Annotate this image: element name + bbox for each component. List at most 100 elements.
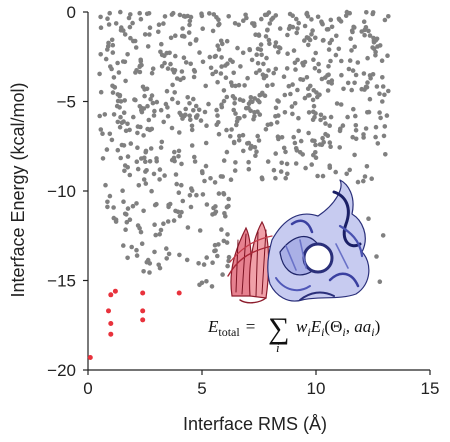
grey-data-point bbox=[196, 261, 201, 266]
red-data-point bbox=[140, 308, 146, 314]
grey-data-point bbox=[98, 89, 104, 95]
grey-data-point bbox=[333, 52, 339, 58]
grey-data-point bbox=[230, 94, 236, 99]
grey-data-point bbox=[325, 73, 330, 78]
grey-data-point bbox=[202, 109, 208, 115]
grey-data-point bbox=[261, 61, 266, 67]
grey-data-point bbox=[272, 44, 278, 49]
grey-data-point bbox=[365, 110, 370, 115]
grey-data-point bbox=[121, 119, 126, 124]
grey-data-point bbox=[364, 164, 370, 169]
grey-data-point bbox=[187, 113, 192, 118]
grey-data-point bbox=[311, 57, 316, 62]
formula-E-sub: i bbox=[321, 325, 324, 339]
grey-data-point bbox=[236, 82, 242, 88]
grey-data-point bbox=[316, 68, 322, 74]
grey-data-point bbox=[333, 169, 339, 175]
grey-data-point bbox=[334, 33, 339, 39]
grey-data-point bbox=[115, 119, 121, 125]
grey-data-point bbox=[315, 14, 321, 20]
grey-data-point bbox=[125, 206, 131, 211]
grey-data-point bbox=[118, 114, 123, 120]
grey-data-point bbox=[247, 47, 253, 53]
grey-data-point bbox=[121, 143, 127, 148]
grey-data-point bbox=[127, 172, 133, 178]
grey-data-point bbox=[216, 131, 222, 137]
grey-data-point bbox=[267, 21, 273, 26]
grey-data-point bbox=[218, 71, 224, 76]
grey-data-point bbox=[353, 113, 358, 119]
grey-data-point bbox=[371, 35, 376, 41]
grey-data-point bbox=[347, 10, 353, 16]
grey-data-point bbox=[265, 83, 270, 88]
grey-data-point bbox=[135, 166, 141, 172]
grey-data-point bbox=[126, 15, 132, 21]
grey-data-point bbox=[128, 12, 133, 17]
protein-complex-image bbox=[227, 179, 370, 304]
grey-data-point bbox=[179, 209, 184, 215]
grey-data-point bbox=[105, 16, 110, 22]
grey-data-point bbox=[261, 75, 267, 81]
grey-data-point bbox=[382, 92, 387, 98]
grey-data-point bbox=[164, 256, 169, 261]
grey-data-point bbox=[226, 254, 232, 260]
grey-data-point bbox=[231, 107, 236, 113]
grey-data-point bbox=[284, 66, 290, 71]
grey-data-point bbox=[187, 41, 193, 47]
grey-data-point bbox=[118, 155, 123, 161]
grey-data-point bbox=[142, 93, 147, 99]
grey-data-point bbox=[150, 66, 156, 71]
grey-data-point bbox=[161, 21, 166, 26]
grey-data-point bbox=[115, 98, 121, 104]
grey-data-point bbox=[181, 75, 186, 81]
grey-data-point bbox=[378, 115, 383, 121]
grey-data-point bbox=[172, 90, 177, 95]
grey-data-point bbox=[273, 151, 279, 156]
formula-close-paren: ) bbox=[375, 317, 381, 336]
grey-data-point bbox=[266, 68, 271, 73]
grey-data-point bbox=[181, 13, 187, 19]
formula-theta: Θ bbox=[330, 317, 342, 336]
grey-data-point bbox=[213, 248, 218, 253]
y-tick-label: −15 bbox=[47, 272, 76, 291]
grey-data-point bbox=[320, 173, 326, 179]
grey-data-point bbox=[169, 12, 175, 17]
grey-data-point bbox=[191, 96, 196, 102]
grey-data-point bbox=[192, 69, 198, 74]
grey-data-point bbox=[266, 10, 272, 15]
grey-data-point bbox=[226, 196, 231, 202]
grey-data-point bbox=[219, 55, 224, 60]
grey-data-point bbox=[130, 203, 136, 209]
y-tick-label: −10 bbox=[47, 182, 76, 201]
grey-data-point bbox=[187, 101, 192, 106]
grey-data-point bbox=[162, 173, 167, 178]
grey-data-point bbox=[255, 109, 260, 114]
grey-data-point bbox=[293, 161, 299, 166]
grey-data-point bbox=[130, 20, 135, 26]
grey-data-point bbox=[364, 10, 369, 15]
grey-data-point bbox=[254, 149, 259, 154]
grey-data-point bbox=[107, 10, 112, 16]
grey-data-point bbox=[197, 228, 203, 233]
grey-data-point bbox=[327, 140, 333, 145]
grey-data-point bbox=[382, 124, 388, 129]
grey-data-point bbox=[135, 145, 140, 150]
red-data-point bbox=[106, 308, 111, 314]
grey-data-point bbox=[141, 269, 146, 274]
grey-data-point bbox=[194, 37, 199, 42]
y-tick-label: −20 bbox=[47, 361, 76, 380]
grey-data-point bbox=[285, 32, 290, 38]
grey-data-point bbox=[246, 166, 252, 172]
grey-data-point bbox=[138, 16, 144, 22]
grey-data-point bbox=[237, 116, 242, 121]
grey-data-point bbox=[159, 64, 165, 69]
grey-data-point bbox=[135, 130, 140, 136]
grey-data-point bbox=[386, 13, 391, 19]
grey-data-point bbox=[185, 13, 190, 19]
grey-data-point bbox=[380, 84, 386, 89]
grey-data-point bbox=[365, 80, 370, 85]
grey-data-point bbox=[337, 145, 343, 150]
grey-data-point bbox=[242, 114, 247, 119]
grey-data-point bbox=[345, 114, 350, 120]
